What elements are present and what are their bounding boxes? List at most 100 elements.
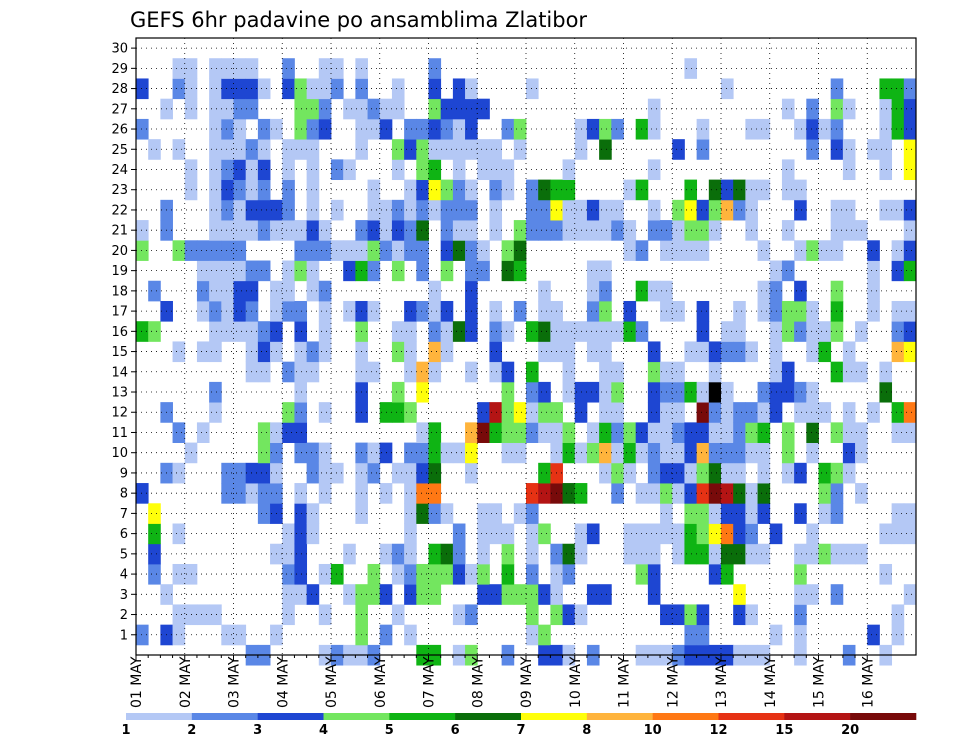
heatmap-cell bbox=[708, 199, 722, 221]
y-tick-label: 30 bbox=[111, 42, 128, 57]
heatmap-cell bbox=[428, 563, 442, 585]
heatmap-cell bbox=[257, 483, 271, 504]
heatmap-cell bbox=[367, 563, 381, 585]
heatmap-cell bbox=[562, 341, 576, 363]
heatmap-cell bbox=[489, 584, 503, 605]
heatmap-cell bbox=[721, 462, 734, 484]
heatmap-cell bbox=[733, 523, 746, 545]
heatmap-cell bbox=[757, 483, 771, 504]
heatmap-cell bbox=[891, 523, 905, 545]
heatmap-cell bbox=[306, 179, 320, 201]
heatmap-cell bbox=[416, 139, 429, 160]
heatmap-cell bbox=[233, 240, 247, 261]
heatmap-cell bbox=[696, 422, 710, 443]
y-tick-label: 4 bbox=[120, 568, 128, 583]
colorbar-swatch bbox=[718, 713, 785, 720]
heatmap-cell bbox=[489, 179, 503, 201]
heatmap-cell bbox=[282, 199, 295, 221]
heatmap-cell bbox=[781, 260, 795, 282]
heatmap-cell bbox=[538, 462, 551, 484]
heatmap-cell bbox=[806, 341, 819, 363]
heatmap-cell bbox=[257, 139, 271, 160]
heatmap-cell bbox=[708, 523, 722, 545]
heatmap-cell bbox=[489, 321, 503, 342]
heatmap-cell bbox=[428, 118, 442, 140]
heatmap-cell bbox=[781, 98, 795, 120]
heatmap-cell bbox=[306, 159, 320, 181]
heatmap-cell bbox=[721, 422, 734, 443]
heatmap-cell bbox=[233, 624, 247, 646]
heatmap-cell bbox=[903, 341, 917, 363]
y-tick-label: 7 bbox=[120, 507, 128, 522]
heatmap-cell bbox=[611, 381, 624, 403]
heatmap-cell bbox=[489, 341, 503, 363]
heatmap-cell bbox=[513, 442, 527, 464]
heatmap-cell bbox=[282, 260, 295, 282]
x-tick-label: 09 MAY bbox=[519, 656, 535, 708]
heatmap-cell bbox=[708, 220, 722, 241]
heatmap-cell bbox=[586, 199, 600, 221]
heatmap-cell bbox=[538, 341, 551, 363]
heatmap-cell bbox=[221, 159, 234, 181]
heatmap-cell bbox=[526, 402, 539, 423]
heatmap-cell bbox=[647, 118, 661, 140]
heatmap-cell bbox=[136, 118, 149, 140]
heatmap-cell bbox=[172, 341, 186, 363]
heatmap-cell bbox=[318, 280, 332, 302]
heatmap-cell bbox=[294, 260, 308, 282]
heatmap-cell bbox=[452, 139, 466, 160]
heatmap-cell bbox=[501, 159, 515, 181]
heatmap-cell bbox=[672, 220, 685, 241]
heatmap-cell bbox=[818, 341, 832, 363]
heatmap-cell bbox=[891, 78, 905, 100]
heatmap-cell bbox=[294, 523, 308, 545]
heatmap-cell bbox=[209, 300, 222, 322]
heatmap-cell bbox=[818, 402, 832, 423]
heatmap-cell bbox=[818, 543, 832, 565]
heatmap-cell bbox=[477, 543, 490, 565]
heatmap-cell bbox=[257, 422, 271, 443]
heatmap-cell bbox=[806, 523, 819, 545]
colorbar-swatch bbox=[323, 713, 390, 720]
x-tick-label: 03 MAY bbox=[227, 656, 243, 708]
heatmap-cell bbox=[806, 442, 819, 464]
heatmap-cell bbox=[623, 240, 637, 261]
heatmap-cell bbox=[209, 260, 222, 282]
heatmap-cell bbox=[282, 300, 295, 322]
heatmap-cell bbox=[294, 361, 308, 383]
heatmap-cell bbox=[733, 402, 746, 423]
heatmap-cell bbox=[282, 402, 295, 423]
heatmap-cell bbox=[611, 402, 624, 423]
heatmap-cell bbox=[306, 139, 320, 160]
heatmap-cell bbox=[794, 624, 807, 646]
heatmap-cell bbox=[452, 543, 466, 565]
heatmap-cell bbox=[562, 321, 576, 342]
heatmap-cell bbox=[599, 402, 612, 423]
heatmap-cell bbox=[611, 442, 624, 464]
heatmap-cell bbox=[794, 118, 807, 140]
y-tick-label: 12 bbox=[111, 406, 128, 421]
heatmap-cell bbox=[221, 240, 234, 261]
heatmap-cell bbox=[331, 78, 344, 100]
heatmap-cell bbox=[757, 462, 771, 484]
heatmap-cell bbox=[526, 321, 539, 342]
heatmap-cell bbox=[818, 118, 832, 140]
heatmap-cell bbox=[903, 260, 917, 282]
heatmap-cell bbox=[562, 220, 576, 241]
heatmap-cell bbox=[708, 563, 722, 585]
y-tick-label: 23 bbox=[111, 183, 128, 198]
heatmap-cell bbox=[647, 220, 661, 241]
colorbar-label: 2 bbox=[187, 723, 196, 738]
heatmap-cell bbox=[733, 503, 746, 524]
heatmap-cell bbox=[318, 402, 332, 423]
heatmap-cell bbox=[526, 179, 539, 201]
heatmap-cell bbox=[721, 503, 734, 524]
heatmap-cell bbox=[209, 159, 222, 181]
y-tick-label: 1 bbox=[120, 628, 128, 643]
heatmap-cell bbox=[513, 139, 527, 160]
colorbar-swatch bbox=[389, 713, 456, 720]
x-tick-label: 16 MAY bbox=[860, 656, 876, 708]
heatmap-cell bbox=[172, 563, 186, 585]
heatmap-cell bbox=[477, 139, 490, 160]
heatmap-cell bbox=[684, 58, 698, 79]
